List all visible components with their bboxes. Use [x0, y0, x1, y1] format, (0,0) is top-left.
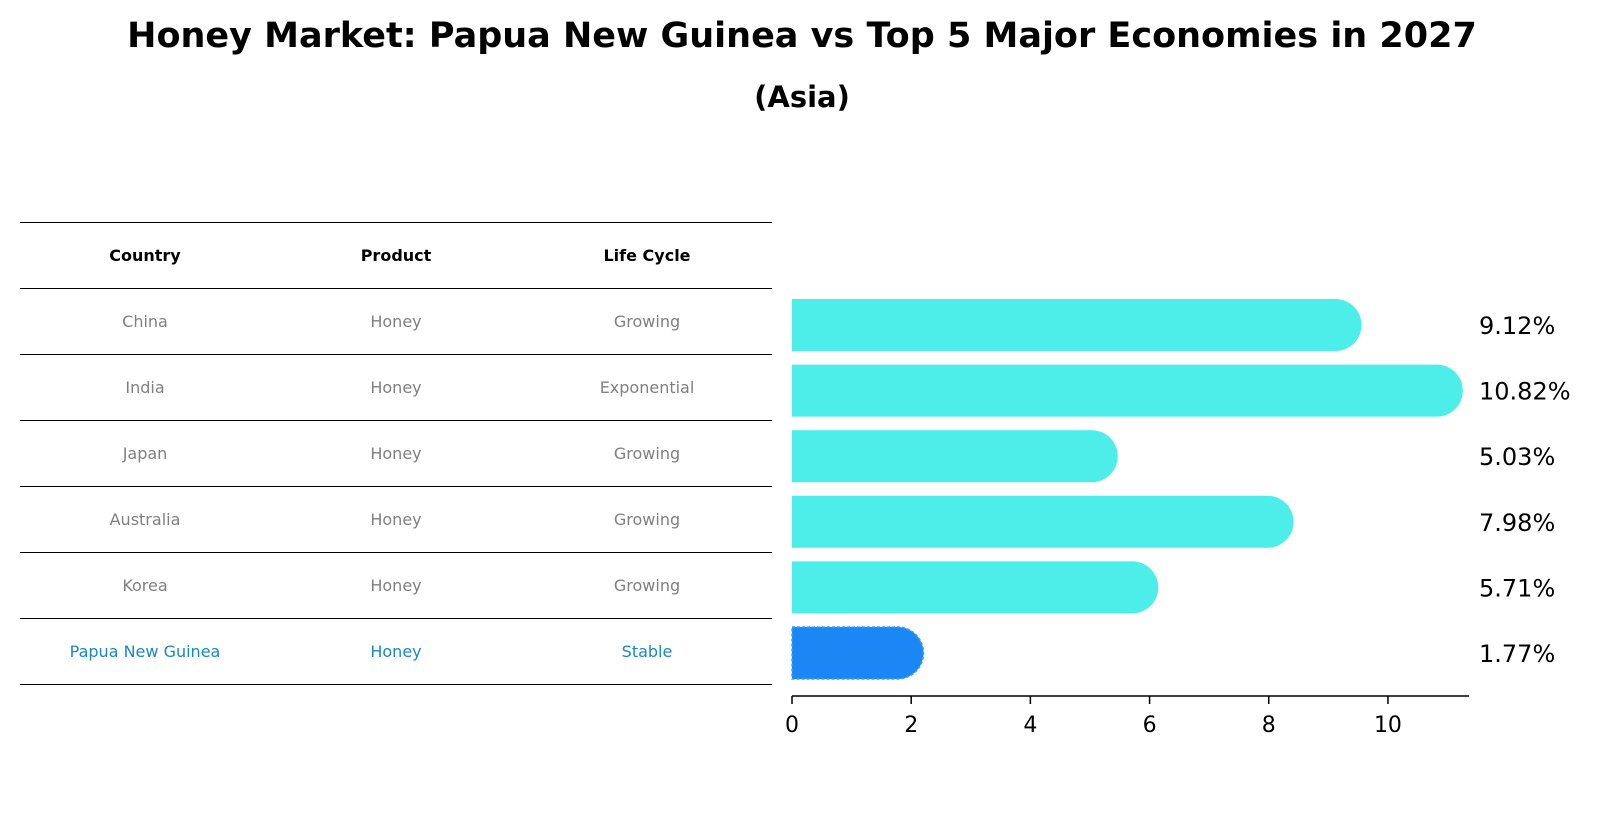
data-label: 1.77%: [1479, 640, 1555, 668]
product-cell: Honey: [370, 642, 422, 661]
data-label: 7.98%: [1479, 509, 1555, 537]
chart-title: Honey Market: Papua New Guinea vs Top 5 …: [127, 16, 1477, 56]
table-row: India Honey Exponential: [20, 354, 772, 420]
data-label: 5.71%: [1479, 574, 1555, 602]
header-country: Country: [109, 246, 181, 265]
x-tick-label: 4: [1023, 713, 1037, 738]
bar: [792, 495, 1294, 548]
table-row: Australia Honey Growing: [20, 486, 772, 552]
country-cell: Australia: [109, 510, 181, 529]
bar: [792, 430, 1118, 483]
product-cell: Honey: [370, 312, 422, 331]
product-cell: Honey: [370, 576, 422, 595]
header-product: Product: [360, 246, 432, 265]
table-row: Japan Honey Growing: [20, 420, 772, 486]
bar: [792, 561, 1159, 614]
bar: [792, 364, 1463, 417]
table-row: China Honey Growing: [20, 288, 772, 354]
bar: [792, 299, 1362, 351]
x-tick-label: 0: [785, 713, 799, 738]
x-tick-label: 2: [904, 713, 918, 738]
data-label: 10.82%: [1479, 378, 1571, 406]
data-label: 9.12%: [1479, 312, 1555, 340]
life-cycle-cell: Stable: [621, 642, 673, 661]
table-row-highlighted: Papua New Guinea Honey Stable: [20, 618, 772, 685]
life-cycle-cell: Exponential: [599, 378, 695, 397]
x-tick-label: 10: [1374, 713, 1402, 738]
country-cell: Papua New Guinea: [69, 642, 221, 661]
bar: [791, 626, 925, 680]
life-cycle-cell: Growing: [613, 510, 681, 529]
country-cell: Korea: [122, 576, 168, 595]
product-cell: Honey: [370, 444, 422, 463]
life-cycle-cell: Growing: [613, 576, 681, 595]
life-cycle-cell: Growing: [613, 444, 681, 463]
market-table: Country Product Life Cycle China Honey G…: [20, 222, 772, 685]
x-tick-label: 8: [1262, 713, 1276, 738]
table-header-row: Country Product Life Cycle: [20, 222, 772, 288]
x-tick-label: 6: [1143, 713, 1157, 738]
product-cell: Honey: [370, 378, 422, 397]
header-life-cycle: Life Cycle: [603, 246, 691, 265]
country-cell: India: [125, 378, 165, 397]
product-cell: Honey: [370, 510, 422, 529]
chart-subtitle: (Asia): [754, 80, 850, 114]
table-row: Korea Honey Growing: [20, 552, 772, 618]
country-cell: Japan: [122, 444, 168, 463]
country-cell: China: [122, 312, 168, 331]
data-label: 5.03%: [1479, 443, 1555, 471]
life-cycle-cell: Growing: [613, 312, 681, 331]
